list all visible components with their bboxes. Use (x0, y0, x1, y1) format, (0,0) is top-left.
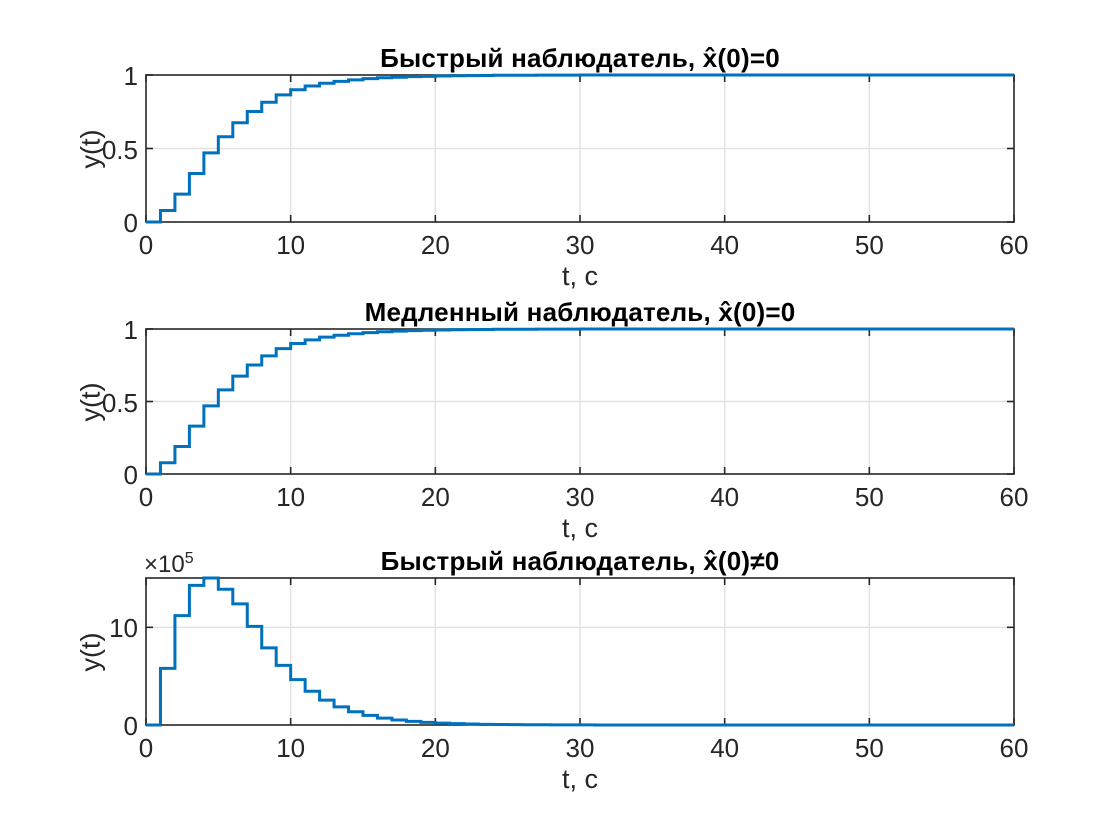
x-tick-label: 10 (276, 733, 306, 763)
x-axis-label: t, с (561, 764, 599, 794)
y-tick-label: 0.5 (101, 387, 138, 418)
plot-area (145, 327, 1015, 476)
x-tick-label: 40 (710, 733, 740, 763)
y-tick-label: 1 (123, 315, 138, 345)
y-tick-label: 0 (123, 208, 138, 238)
y-axis-multiplier-base: ×10 (144, 551, 185, 578)
y-tick-label: 0 (123, 460, 138, 490)
y-tick-label: 0 (123, 711, 138, 741)
x-tick-label: 40 (710, 482, 740, 512)
x-axis-label: t, с (561, 261, 599, 291)
x-tick-label: 20 (420, 230, 450, 260)
x-tick-label: 30 (565, 482, 595, 512)
x-tick-label: 20 (420, 482, 450, 512)
plot-area (145, 576, 1015, 727)
x-tick-label: 30 (565, 230, 595, 260)
x-tick-label: 40 (710, 230, 740, 260)
x-tick-label: 0 (138, 230, 154, 260)
y-tick-label: 0.5 (101, 134, 138, 165)
x-tick-label: 50 (854, 230, 884, 260)
x-tick-label: 10 (276, 482, 306, 512)
x-tick-label: 60 (999, 482, 1029, 512)
x-tick-label: 60 (999, 733, 1029, 763)
y-axis-multiplier-exponent: 5 (184, 550, 194, 567)
stairs-line (146, 576, 1014, 727)
plot-title: Медленный наблюдатель, x̂(0)=0 (364, 297, 796, 327)
x-tick-label: 10 (276, 230, 306, 260)
stairs-line (146, 73, 1014, 224)
y-axis-multiplier: ×105 (144, 550, 194, 579)
x-tick-label: 50 (854, 733, 884, 763)
x-tick-label: 0 (138, 733, 154, 763)
y-tick-label: 1 (123, 61, 138, 91)
x-tick-label: 20 (420, 733, 450, 763)
x-tick-label: 50 (854, 482, 884, 512)
plot-title: Быстрый наблюдатель, x̂(0)≠0 (380, 546, 780, 576)
x-tick-label: 60 (999, 230, 1029, 260)
x-tick-label: 30 (565, 733, 595, 763)
plot-area (145, 73, 1015, 224)
x-tick-label: 0 (138, 482, 154, 512)
plot-title: Быстрый наблюдатель, x̂(0)=0 (380, 43, 780, 73)
x-axis-label: t, с (561, 513, 599, 543)
y-tick-label: 10 (109, 613, 138, 644)
stairs-line (146, 327, 1014, 476)
